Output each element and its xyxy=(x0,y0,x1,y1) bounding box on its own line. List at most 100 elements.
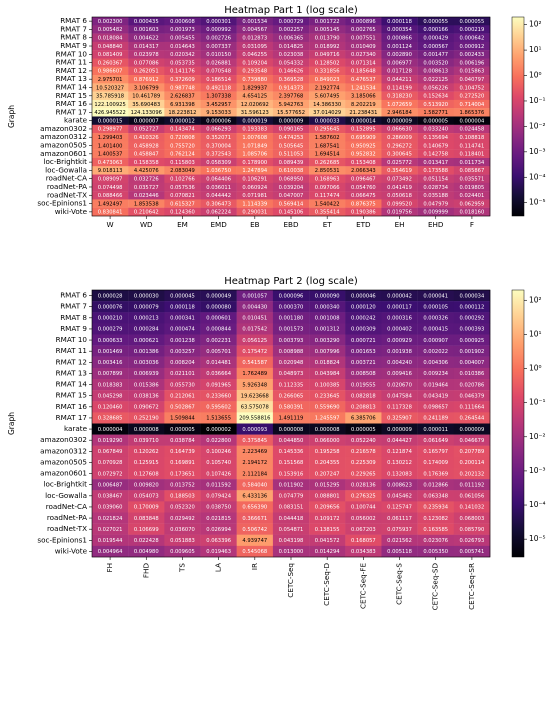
cell-value-label: 0.018824 xyxy=(315,360,340,366)
cell-value-label: 0.063348 xyxy=(423,494,448,500)
heatmap-cell xyxy=(417,133,455,142)
heatmap-cell xyxy=(272,108,310,117)
heatmap-cell xyxy=(200,479,237,491)
heatmap-cell xyxy=(309,191,346,200)
heatmap-cell xyxy=(345,367,382,380)
cell-value-label: 1.509844 xyxy=(170,416,195,422)
heatmap-cell xyxy=(345,25,382,34)
heatmap-cell xyxy=(309,534,346,547)
cell-value-label: 1.694514 xyxy=(315,152,340,158)
heatmap-cell xyxy=(381,379,418,391)
cell-value-label: 0.109172 xyxy=(315,516,340,522)
y-tick-label: RMAT 9 xyxy=(60,41,87,50)
cell-value-label: 0.006939 xyxy=(134,371,159,377)
y-tick-label: amazon0505 xyxy=(40,141,87,150)
cell-value-label: 0.038467 xyxy=(98,494,123,500)
cell-value-label: 0.009416 xyxy=(387,371,412,377)
heatmap-cell xyxy=(453,58,491,67)
heatmap-cell xyxy=(272,534,310,547)
heatmap-cell xyxy=(236,423,274,435)
cell-value-label: 0.298977 xyxy=(98,127,123,133)
cell-value-label: 0.026881 xyxy=(206,60,231,66)
cell-value-label: 0.035571 xyxy=(460,176,485,182)
heatmap-cell xyxy=(345,149,382,159)
heatmap-cell xyxy=(417,445,455,458)
cell-value-label: 0.132083 xyxy=(387,471,412,477)
heatmap-cell xyxy=(200,445,237,458)
cell-value-label: 1.687541 xyxy=(315,143,340,149)
cell-value-label: 0.168963 xyxy=(315,176,340,182)
cell-value-label: 0.262051 xyxy=(134,69,159,75)
y-tick-label: loc-Brightkit xyxy=(44,480,88,489)
heatmap-cell xyxy=(236,66,274,76)
heatmap-cell xyxy=(309,108,346,117)
cell-value-label: 0.695909 xyxy=(351,135,376,141)
heatmap-cell xyxy=(92,66,129,76)
cell-value-label: 2.192774 xyxy=(315,85,340,91)
cell-value-label: 0.004306 xyxy=(423,360,448,366)
heatmap-cell xyxy=(128,345,165,357)
cell-value-label: 0.175472 xyxy=(242,349,267,355)
heatmap-cell xyxy=(200,490,237,502)
heatmap-cell xyxy=(164,356,201,369)
cell-value-label: 0.000309 xyxy=(351,327,376,333)
heatmap-cell xyxy=(92,312,129,324)
heatmap-cell xyxy=(128,301,165,313)
cell-value-label: 0.071314 xyxy=(351,60,376,66)
heatmap-cell xyxy=(381,312,418,324)
cell-value-label: 0.174009 xyxy=(423,460,448,466)
cell-value-label: 0.102766 xyxy=(170,176,195,182)
heatmap-cell xyxy=(236,523,274,535)
cell-value-label: 0.173588 xyxy=(423,168,448,174)
heatmap-cells: 0.002300 0.000435 0.000608 0.000301 0.001534… xyxy=(92,17,491,217)
heatmap-cell xyxy=(309,17,346,26)
heatmap-cell xyxy=(381,25,418,34)
cell-value-label: 0.046679 xyxy=(460,438,485,444)
heatmap-cell xyxy=(200,545,237,558)
y-tick-label: wiki-Vote xyxy=(55,207,88,216)
cell-value-label: 4.654125 xyxy=(242,94,267,100)
cell-value-label: 0.063396 xyxy=(206,538,231,544)
heatmap-cell xyxy=(128,456,165,469)
cell-value-label: 0.458928 xyxy=(134,143,159,149)
heatmap-cell xyxy=(200,182,237,192)
heatmap-cell xyxy=(345,468,382,480)
cell-value-label: 0.021562 xyxy=(387,538,412,544)
cell-value-label: 0.000721 xyxy=(351,338,376,344)
cell-value-label: 0.195258 xyxy=(315,449,340,455)
cell-value-label: 0.097066 xyxy=(315,185,340,191)
heatmap-cell xyxy=(309,33,346,43)
cell-value-label: 1.036750 xyxy=(206,168,231,174)
cell-value-label: 0.072972 xyxy=(98,471,123,477)
cell-value-label: 0.000079 xyxy=(134,304,159,310)
cell-value-label: 1.400537 xyxy=(98,152,123,158)
heatmap-cell xyxy=(92,501,129,513)
cell-value-label: 0.035727 xyxy=(134,185,159,191)
y-tick-label: soc-Epinions1 xyxy=(37,535,87,544)
heatmap-cell xyxy=(381,17,418,26)
heatmap-cell xyxy=(417,108,455,117)
heatmap-cell xyxy=(200,199,237,208)
y-tick-label: loc-Gowalla xyxy=(45,165,87,174)
cell-value-label: 0.366671 xyxy=(242,516,267,522)
cell-value-label: 0.021101 xyxy=(170,371,195,377)
heatmap-cell xyxy=(381,456,418,469)
heatmap-cell xyxy=(453,312,491,324)
cell-value-label: 0.000429 xyxy=(423,36,448,42)
cell-value-label: 0.009234 xyxy=(423,371,448,377)
cell-value-label: 0.000028 xyxy=(98,293,123,299)
cell-value-label: 0.000117 xyxy=(387,304,412,310)
heatmap-cell xyxy=(164,345,201,357)
cell-value-label: 0.202132 xyxy=(460,471,485,477)
cell-value-label: 9.018113 xyxy=(98,168,123,174)
cell-value-label: 0.153916 xyxy=(279,471,304,477)
cell-value-label: 0.209656 xyxy=(315,505,340,511)
cell-value-label: 0.008613 xyxy=(423,69,448,75)
cell-value-label: 0.013000 xyxy=(279,549,304,555)
cell-value-label: 0.023076 xyxy=(423,538,448,544)
cell-value-label: 0.002890 xyxy=(387,52,412,58)
cell-value-label: 0.000929 xyxy=(387,338,412,344)
heatmap-cell xyxy=(164,199,201,208)
heatmap-cell xyxy=(200,423,237,435)
